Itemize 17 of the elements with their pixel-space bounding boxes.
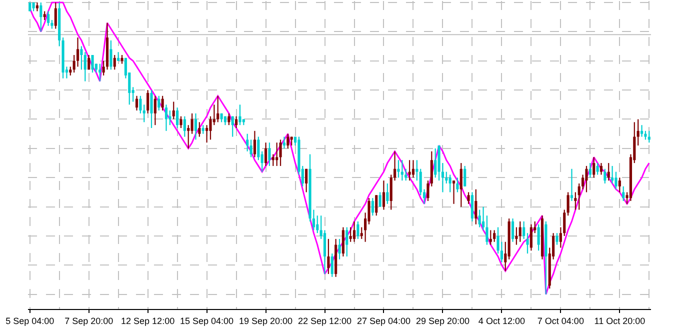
x-tick-label: 19 Sep 20:00: [238, 316, 293, 326]
x-tick-label: 12 Sep 12:00: [121, 316, 175, 326]
candlestick: [412, 160, 415, 178]
x-tick-label: 7 Oct 04:00: [537, 316, 584, 326]
candlestick: [282, 136, 286, 148]
x-tick-label: 11 Oct 20:00: [594, 316, 646, 326]
candlestick: [640, 125, 644, 137]
x-tick-label: 27 Sep 04:00: [356, 316, 411, 326]
x-tick-label: 29 Sep 20:00: [416, 316, 470, 326]
candlestick: [611, 166, 614, 184]
x-tick-label: 4 Oct 12:00: [478, 316, 525, 326]
x-tick-label: 15 Sep 04:00: [180, 316, 234, 326]
candlestick: [570, 168, 574, 201]
x-tick-label: 5 Sep 04:00: [6, 316, 54, 326]
candlestick: [452, 180, 456, 204]
x-tick-label: 7 Sep 20:00: [64, 316, 114, 326]
x-tick-label: 22 Sep 12:00: [298, 316, 352, 326]
